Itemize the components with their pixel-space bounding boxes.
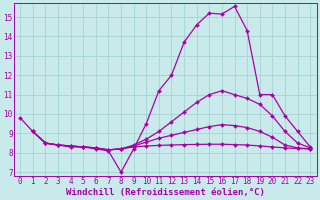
X-axis label: Windchill (Refroidissement éolien,°C): Windchill (Refroidissement éolien,°C) [66,188,265,197]
